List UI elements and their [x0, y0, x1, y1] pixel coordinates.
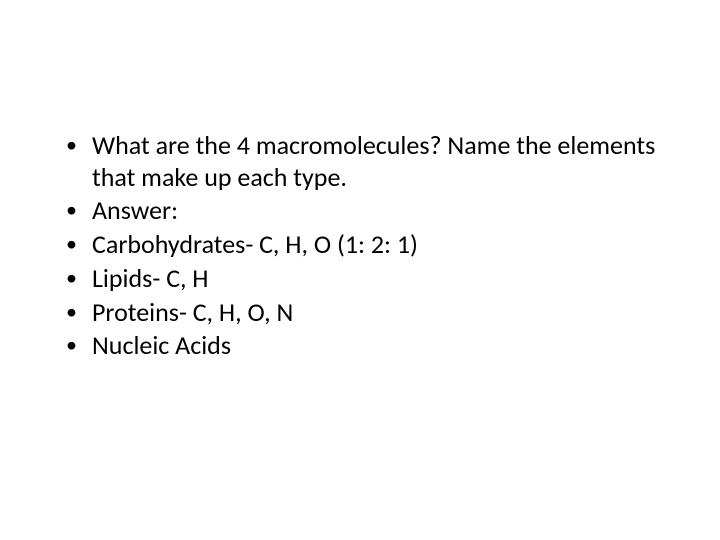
list-item: Proteins- C, H, O, N	[88, 297, 660, 329]
list-item: What are the 4 macromolecules? Name the …	[88, 130, 660, 193]
slide-content: What are the 4 macromolecules? Name the …	[0, 0, 720, 540]
list-item: Answer:	[88, 195, 660, 227]
bullet-list: What are the 4 macromolecules? Name the …	[60, 130, 660, 362]
list-item: Nucleic Acids	[88, 330, 660, 362]
list-item: Lipids- C, H	[88, 263, 660, 295]
list-item: Carbohydrates- C, H, O (1: 2: 1)	[88, 229, 660, 261]
